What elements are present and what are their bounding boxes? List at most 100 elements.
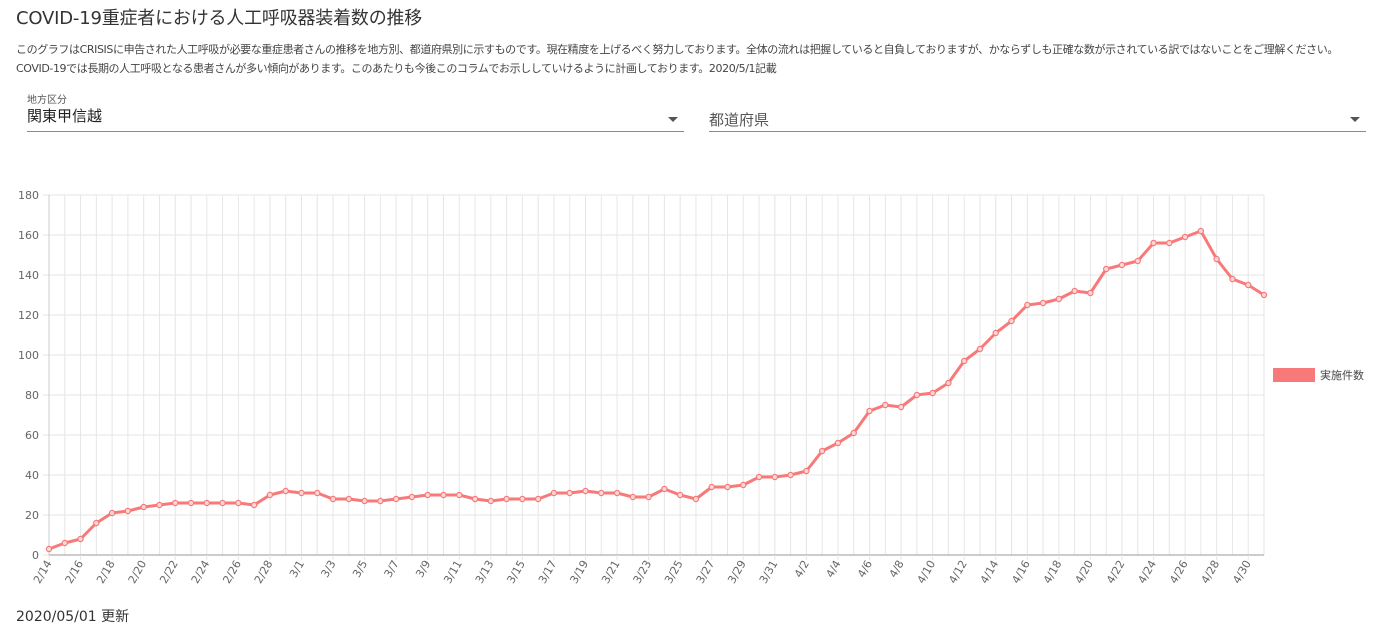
data-point [235,499,242,507]
data-point [929,389,936,397]
chevron-down-icon[interactable] [668,117,678,122]
data-point [992,329,999,337]
x-tick-label: 4/22 [1104,558,1128,586]
data-point [534,495,542,503]
data-point [93,519,100,527]
data-point [598,489,605,497]
x-tick-label: 3/23 [631,558,655,586]
chevron-down-icon[interactable] [1350,117,1360,122]
data-point [787,471,794,479]
data-point [361,497,368,505]
y-tick-label: 180 [18,189,39,202]
x-tick-label: 2/20 [126,558,150,586]
data-point [77,535,84,543]
y-tick-label: 140 [18,269,39,282]
data-point [771,473,779,481]
data-point [1087,289,1094,297]
data-point [708,483,715,491]
data-point [219,499,226,507]
data-point [976,345,984,353]
y-tick-label: 120 [18,309,39,322]
x-tick-label: 3/9 [413,558,433,580]
page-title: COVID-19重症者における人工呼吸器装着数の推移 [16,8,423,29]
x-tick-label: 3/27 [694,558,718,586]
data-point [282,487,289,495]
x-tick-label: 2/26 [220,558,244,586]
data-point [613,489,621,497]
region-select-label: 地方区分 [27,95,67,106]
data-point [61,539,68,547]
data-point [661,485,668,493]
legend-label: 実施件数 [1320,369,1364,382]
data-point [818,447,826,455]
data-point [345,495,353,503]
x-tick-label: 2/14 [31,558,55,586]
x-tick-label: 2/16 [63,558,87,586]
data-point [1197,227,1205,235]
data-point [803,467,810,475]
x-tick-label: 3/13 [473,558,497,586]
x-tick-label: 3/19 [567,558,591,586]
data-point [1024,301,1031,309]
data-point [1071,287,1078,295]
x-tick-label: 4/4 [823,558,843,580]
x-tick-label: 3/5 [350,558,370,580]
data-point [724,483,731,491]
x-tick-label: 4/8 [887,558,907,580]
data-point [1008,317,1015,325]
data-point [45,545,53,553]
y-tick-label: 40 [25,469,39,482]
data-point [266,491,274,499]
x-tick-label: 3/11 [441,558,465,586]
data-point [392,495,400,503]
data-point [1039,299,1047,307]
data-point [250,501,258,509]
data-point [440,491,447,499]
y-tick-label: 80 [25,389,39,402]
updated-date: 2020/05/01 更新 [16,609,130,625]
data-point [582,487,589,495]
x-tick-label: 2/24 [189,558,213,586]
chart-legend[interactable]: 実施件数 [1273,367,1364,383]
y-tick-label: 160 [18,229,39,242]
data-point [834,439,842,447]
data-point [377,497,384,505]
x-tick-label: 4/26 [1167,558,1191,586]
x-tick-label: 3/17 [536,558,560,586]
x-tick-label: 4/6 [855,558,875,580]
data-point [1118,261,1126,269]
data-point [124,507,132,515]
data-point [913,391,921,399]
x-tick-label: 2/18 [94,558,118,586]
x-tick-label: 4/18 [1041,558,1065,586]
description-text: このグラフはCRISISに申告された人工呼吸が必要な重症患者さんの推移を地方別、… [16,43,1338,75]
data-point [424,491,431,499]
data-point [850,429,857,437]
x-tick-label: 3/25 [662,558,686,586]
x-tick-label: 4/20 [1072,558,1096,586]
data-point [566,489,573,497]
data-point [456,491,463,499]
y-tick-label: 0 [32,549,39,562]
data-point [503,495,510,503]
data-point [1181,233,1189,241]
x-tick-label: 3/21 [599,558,623,586]
data-point [740,481,747,489]
prefecture-select[interactable]: 都道府県 [709,90,1366,132]
x-tick-label: 3/15 [504,558,528,586]
data-point [408,493,416,501]
y-tick-label: 60 [25,429,39,442]
x-tick-label: 2/22 [157,558,181,586]
x-tick-label: 4/12 [946,558,970,586]
data-point [1213,255,1220,263]
data-point [629,493,637,501]
data-point [1260,291,1268,299]
region-select[interactable]: 地方区分 関東甲信越 [27,90,684,132]
legend-swatch [1273,368,1315,382]
x-tick-label: 4/14 [978,558,1002,586]
data-point [945,379,952,387]
series-line [47,229,1266,551]
data-point [1166,239,1173,247]
data-point [1055,295,1063,303]
data-point [645,493,652,501]
